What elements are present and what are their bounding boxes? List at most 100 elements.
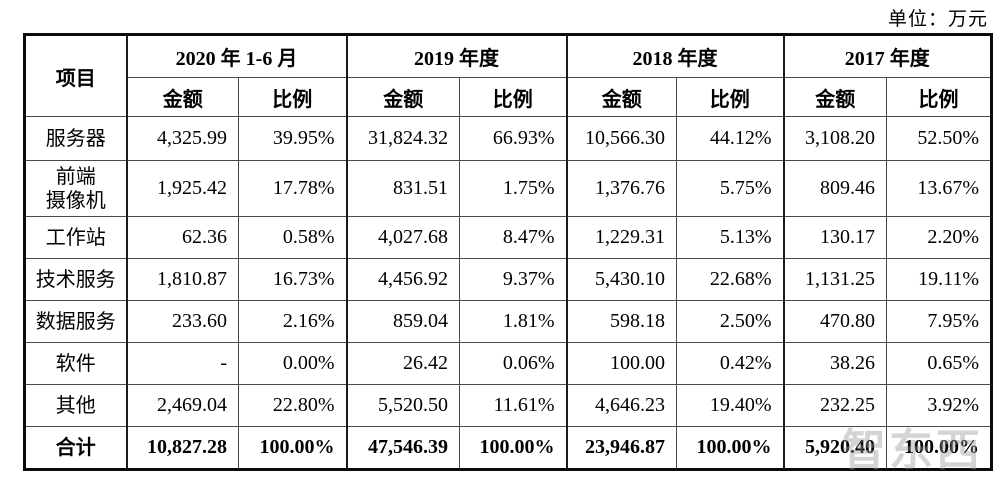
col-header-amount-2020: 金额 bbox=[125, 77, 239, 117]
row-label: 服务器 bbox=[24, 116, 127, 161]
cell-amount: 47,546.39 bbox=[345, 426, 461, 470]
revenue-breakdown-table: 项目 2020 年 1-6 月 2019 年度 2018 年度 2017 年度 … bbox=[23, 33, 994, 471]
cell-amount: 5,520.50 bbox=[345, 384, 461, 427]
cell-amount: 859.04 bbox=[345, 300, 461, 343]
cell-ratio: 100.00% bbox=[886, 426, 993, 470]
cell-ratio: 0.58% bbox=[237, 216, 348, 259]
cell-ratio: 100.00% bbox=[459, 426, 568, 470]
cell-ratio: 17.78% bbox=[237, 160, 348, 217]
header-row-measures: 金额 比例 金额 比例 金额 比例 金额 比例 bbox=[25, 77, 993, 117]
col-header-period-2020: 2020 年 1-6 月 bbox=[125, 34, 348, 78]
row-label: 技术服务 bbox=[24, 258, 127, 301]
row-label: 数据服务 bbox=[24, 300, 127, 343]
cell-amount: 5,920.40 bbox=[782, 426, 888, 470]
cell-ratio: 19.40% bbox=[676, 384, 785, 427]
cell-amount: 130.17 bbox=[782, 216, 888, 259]
cell-amount: 1,376.76 bbox=[565, 160, 678, 217]
cell-amount: 10,827.28 bbox=[125, 426, 239, 470]
table-body: 服务器 4,325.99 39.95% 31,824.32 66.93% 10,… bbox=[24, 116, 993, 470]
cell-amount: 1,925.42 bbox=[125, 160, 239, 217]
col-header-period-2018: 2018 年度 bbox=[565, 34, 785, 78]
table-row: 软件 - 0.00% 26.42 0.06% 100.00 0.42% 38.2… bbox=[24, 342, 993, 385]
header-row-periods: 项目 2020 年 1-6 月 2019 年度 2018 年度 2017 年度 bbox=[24, 34, 993, 117]
cell-amount: 1,810.87 bbox=[125, 258, 239, 301]
cell-ratio: 13.67% bbox=[886, 160, 993, 217]
cell-ratio: 0.65% bbox=[886, 342, 993, 385]
row-label: 合计 bbox=[24, 426, 127, 470]
cell-ratio: 5.13% bbox=[676, 216, 785, 259]
col-header-period-2019: 2019 年度 bbox=[345, 34, 568, 78]
cell-ratio: 39.95% bbox=[237, 116, 348, 161]
col-header-amount-2018: 金额 bbox=[565, 77, 678, 117]
row-label: 工作站 bbox=[24, 216, 127, 259]
cell-amount: 4,646.23 bbox=[565, 384, 678, 427]
cell-ratio: 11.61% bbox=[459, 384, 568, 427]
col-header-period-2017: 2017 年度 bbox=[782, 34, 993, 78]
cell-amount: 232.25 bbox=[782, 384, 888, 427]
cell-amount: 3,108.20 bbox=[782, 116, 888, 161]
cell-ratio: 100.00% bbox=[237, 426, 348, 470]
row-label: 前端 摄像机 bbox=[24, 160, 127, 217]
cell-ratio: 0.00% bbox=[237, 342, 348, 385]
cell-amount: 1,229.31 bbox=[565, 216, 678, 259]
col-header-ratio-2018: 比例 bbox=[676, 77, 785, 117]
cell-ratio: 8.47% bbox=[459, 216, 568, 259]
table-row: 技术服务 1,810.87 16.73% 4,456.92 9.37% 5,43… bbox=[24, 258, 993, 301]
cell-amount: 62.36 bbox=[125, 216, 239, 259]
cell-amount: 23,946.87 bbox=[565, 426, 678, 470]
unit-label: 单位：万元 bbox=[887, 9, 988, 30]
cell-ratio: 22.68% bbox=[676, 258, 785, 301]
cell-amount: 26.42 bbox=[345, 342, 461, 385]
cell-ratio: 44.12% bbox=[676, 116, 785, 161]
cell-ratio: 2.50% bbox=[676, 300, 785, 343]
cell-amount: 10,566.30 bbox=[565, 116, 678, 161]
cell-amount: 4,456.92 bbox=[345, 258, 461, 301]
cell-amount: 5,430.10 bbox=[565, 258, 678, 301]
cell-amount: 470.80 bbox=[782, 300, 888, 343]
cell-amount: 831.51 bbox=[345, 160, 461, 217]
cell-amount: 4,325.99 bbox=[125, 116, 239, 161]
row-label: 其他 bbox=[24, 384, 127, 427]
col-header-ratio-2017: 比例 bbox=[886, 77, 993, 117]
table-row: 其他 2,469.04 22.80% 5,520.50 11.61% 4,646… bbox=[24, 384, 993, 427]
cell-ratio: 5.75% bbox=[676, 160, 785, 217]
cell-amount: 31,824.32 bbox=[345, 116, 461, 161]
cell-ratio: 100.00% bbox=[676, 426, 785, 470]
cell-ratio: 9.37% bbox=[459, 258, 568, 301]
cell-amount: 598.18 bbox=[565, 300, 678, 343]
cell-ratio: 16.73% bbox=[237, 258, 348, 301]
cell-amount: - bbox=[125, 342, 239, 385]
cell-ratio: 2.20% bbox=[886, 216, 993, 259]
cell-ratio: 7.95% bbox=[886, 300, 993, 343]
cell-ratio: 2.16% bbox=[237, 300, 348, 343]
cell-amount: 233.60 bbox=[125, 300, 239, 343]
cell-ratio: 52.50% bbox=[886, 116, 993, 161]
col-header-amount-2019: 金额 bbox=[345, 77, 461, 117]
col-header-item: 项目 bbox=[24, 34, 127, 117]
cell-amount: 1,131.25 bbox=[782, 258, 888, 301]
cell-ratio: 0.06% bbox=[459, 342, 568, 385]
cell-ratio: 19.11% bbox=[886, 258, 993, 301]
table-row-total: 合计 10,827.28 100.00% 47,546.39 100.00% 2… bbox=[24, 426, 993, 470]
cell-amount: 809.46 bbox=[782, 160, 888, 217]
table-row: 服务器 4,325.99 39.95% 31,824.32 66.93% 10,… bbox=[24, 116, 993, 161]
cell-amount: 100.00 bbox=[565, 342, 678, 385]
cell-ratio: 1.75% bbox=[459, 160, 568, 217]
row-label: 软件 bbox=[24, 342, 127, 385]
cell-ratio: 66.93% bbox=[459, 116, 568, 161]
table-row: 数据服务 233.60 2.16% 859.04 1.81% 598.18 2.… bbox=[24, 300, 993, 343]
table-header: 项目 2020 年 1-6 月 2019 年度 2018 年度 2017 年度 … bbox=[24, 34, 993, 117]
cell-ratio: 0.42% bbox=[676, 342, 785, 385]
cell-ratio: 1.81% bbox=[459, 300, 568, 343]
col-header-ratio-2020: 比例 bbox=[237, 77, 348, 117]
cell-amount: 38.26 bbox=[782, 342, 888, 385]
col-header-amount-2017: 金额 bbox=[782, 77, 888, 117]
cell-ratio: 22.80% bbox=[237, 384, 348, 427]
col-header-ratio-2019: 比例 bbox=[459, 77, 568, 117]
cell-amount: 2,469.04 bbox=[125, 384, 239, 427]
table-row: 工作站 62.36 0.58% 4,027.68 8.47% 1,229.31 … bbox=[24, 216, 993, 259]
cell-ratio: 3.92% bbox=[886, 384, 993, 427]
cell-amount: 4,027.68 bbox=[345, 216, 461, 259]
table-row: 前端 摄像机 1,925.42 17.78% 831.51 1.75% 1,37… bbox=[24, 160, 993, 217]
